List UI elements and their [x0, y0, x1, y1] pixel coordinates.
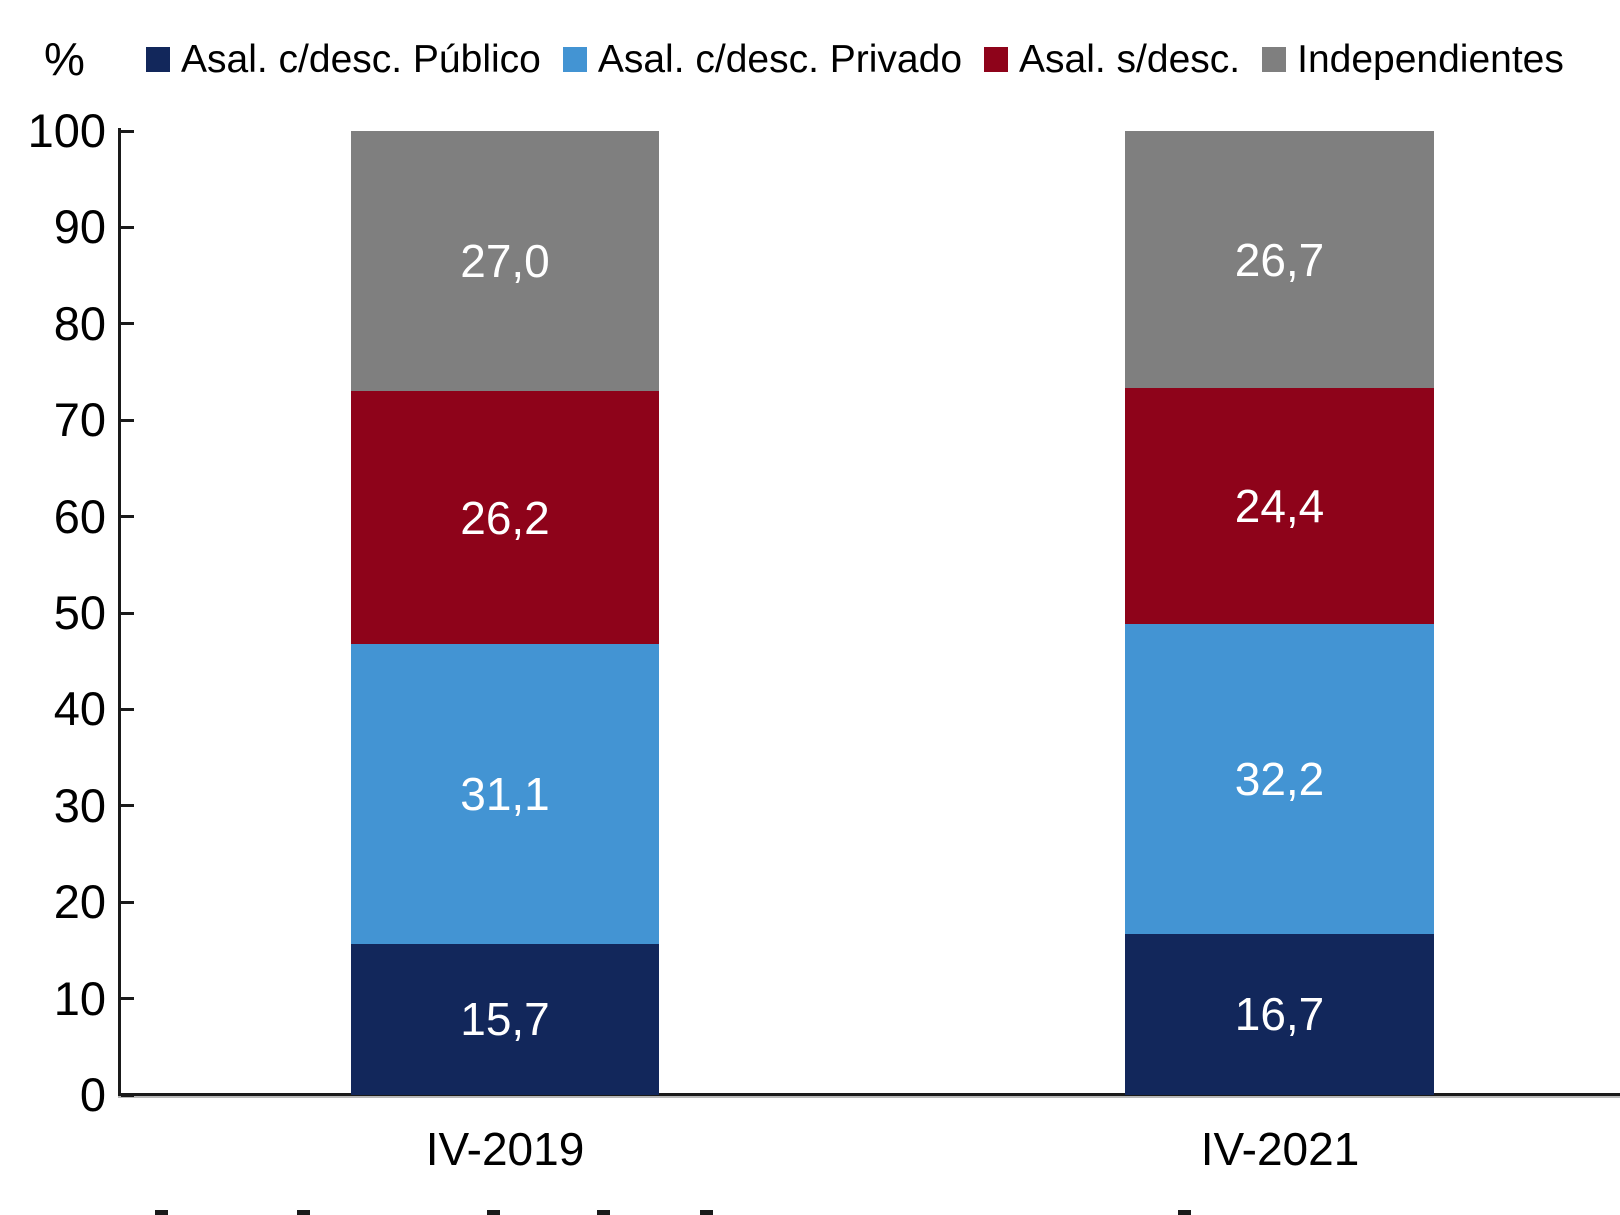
legend-item: Independientes — [1262, 40, 1564, 79]
bar-segment: 32,2 — [1125, 623, 1434, 934]
clipped-text-mark — [700, 1210, 713, 1215]
legend: Asal. c/desc. Público Asal. c/desc. Priva… — [146, 40, 1564, 79]
y-axis-tick — [121, 997, 134, 1001]
bar-segment: 24,4 — [1125, 388, 1434, 624]
y-axis-tick-label: 70 — [53, 393, 106, 447]
y-axis-tick-label: 0 — [79, 1068, 106, 1121]
bar-segment-value: 15,7 — [460, 993, 550, 1046]
x-axis-line-shadow — [118, 1096, 1620, 1098]
bar-segment: 26,2 — [351, 391, 659, 644]
bar-segment-value: 24,4 — [1234, 479, 1325, 532]
bar-segment-value: 27,0 — [460, 235, 550, 288]
legend-item: Asal. c/desc. Público — [146, 40, 541, 79]
bar-segment-value: 26,7 — [1234, 233, 1325, 286]
y-axis-tick-label: 50 — [53, 586, 106, 639]
y-axis-tick-label: 90 — [53, 200, 106, 254]
clipped-text-mark — [297, 1210, 310, 1215]
clipped-text-mark — [487, 1210, 500, 1215]
clipped-text-mark — [1178, 1210, 1191, 1215]
y-axis-tick — [121, 900, 134, 904]
legend-label: Independientes — [1297, 38, 1564, 81]
legend-swatch-icon — [562, 47, 587, 72]
legend-item: Asal. s/desc. — [984, 40, 1240, 79]
legend-label: Asal. s/desc. — [1019, 38, 1241, 81]
y-axis-tick-label: 10 — [53, 971, 106, 1025]
y-axis-unit-label: % — [44, 33, 85, 85]
y-axis-tick — [121, 129, 134, 133]
y-axis-tick-label: 20 — [53, 875, 106, 929]
y-axis-tick — [121, 515, 134, 519]
legend-label: Asal. c/desc. Privado — [597, 38, 963, 81]
y-axis-tick-label: 60 — [53, 489, 106, 543]
x-axis-category-label: IV-2019 — [425, 1123, 585, 1175]
y-axis-tick-label: 30 — [53, 778, 106, 832]
clipped-text-mark — [597, 1210, 610, 1215]
bar-segment: 31,1 — [351, 643, 659, 944]
y-axis-tick-label: 80 — [53, 296, 106, 350]
legend-label: Asal. c/desc. Público — [181, 38, 541, 81]
x-axis-category-label: IV-2021 — [1200, 1123, 1360, 1175]
bar-segment-value: 16,7 — [1234, 988, 1325, 1041]
clipped-text-mark — [155, 1210, 168, 1215]
y-axis-line — [118, 128, 121, 1097]
bar-segment: 16,7 — [1125, 934, 1434, 1095]
legend-swatch-icon — [146, 47, 170, 72]
y-axis-tick — [121, 804, 134, 808]
y-axis-tick — [121, 1093, 134, 1097]
bar-segment-value: 31,1 — [460, 767, 550, 820]
x-axis-line — [118, 1093, 1620, 1096]
y-axis-tick — [121, 225, 134, 229]
bar-segment: 26,7 — [1125, 131, 1434, 389]
y-axis-tick-label: 100 — [27, 104, 106, 157]
bar-segment-value: 26,2 — [460, 491, 550, 544]
y-axis-tick — [121, 707, 134, 711]
legend-item: Asal. c/desc. Privado — [562, 38, 963, 81]
y-axis-tick — [121, 418, 134, 422]
bar-segment: 15,7 — [351, 943, 659, 1095]
y-axis-tick-label: 40 — [53, 682, 106, 736]
bar-segment: 27,0 — [351, 131, 659, 392]
y-axis-tick — [121, 322, 134, 326]
bar-segment-value: 32,2 — [1234, 752, 1325, 805]
legend-swatch-icon — [984, 47, 1009, 72]
legend-swatch-icon — [1262, 47, 1287, 72]
y-axis-tick — [121, 611, 134, 615]
